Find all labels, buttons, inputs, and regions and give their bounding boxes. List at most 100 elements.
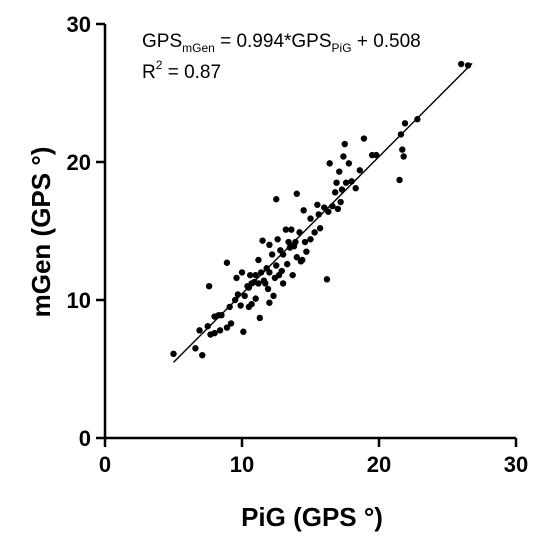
regression-equation: GPSmGen = 0.994*GPSPiG + 0.508 [142,31,421,55]
data-point [301,238,309,246]
data-point [356,167,364,174]
data-point [234,291,242,298]
data-point [399,146,406,153]
data-point [255,256,262,264]
x-tick-label: 30 [504,452,528,477]
equation-rhs: + 0.508 [352,31,421,52]
data-point [204,323,211,330]
data-point [211,329,218,337]
y-tick-label: 0 [79,426,91,451]
data-point [315,211,322,218]
r-squared-value: = 0.87 [162,62,221,83]
data-point [279,280,287,287]
data-point [238,269,246,276]
data-point [231,296,239,304]
data-point [247,271,254,279]
data-point [307,215,314,222]
data-point [248,300,255,308]
tick-marks [96,22,518,447]
data-point [400,153,407,160]
data-point [259,237,266,244]
data-point [278,267,285,275]
data-point [333,179,340,186]
data-point [464,62,472,69]
data-point [226,303,233,311]
data-point [331,189,339,196]
data-point [307,236,314,243]
data-point [196,327,203,334]
x-axis-label: PiG (GPS °) [241,502,383,532]
data-point [218,311,225,319]
data-point [268,251,276,258]
data-point [241,292,248,300]
data-point [337,198,344,206]
data-point [282,226,290,233]
data-point [255,280,262,287]
data-point [273,196,280,203]
x-tick-label: 0 [99,452,111,477]
data-point [345,160,353,167]
r-squared-superscript: 2 [156,58,163,72]
data-point [274,236,281,243]
data-point [266,269,273,276]
data-point [292,238,299,246]
data-point [414,116,421,123]
data-point [262,280,269,287]
data-point [270,292,277,300]
y-tick-label: 10 [67,288,91,313]
data-point [329,202,336,210]
data-point [396,176,403,184]
data-point [323,276,331,283]
data-point [264,285,272,293]
equation-lhs: GPS [142,31,182,52]
data-point [227,320,235,327]
data-point [340,153,347,160]
y-tick-label: 20 [67,150,91,175]
data-point [326,160,333,167]
data-point [325,208,332,215]
data-point [284,260,291,268]
data-point [240,328,247,335]
y-axis-label: mGen (GPS °) [26,147,56,318]
x-tick-label: 10 [230,452,254,477]
data-point [279,251,287,258]
data-point [205,283,213,290]
data-point [296,229,303,236]
data-point [257,269,265,276]
data-point [311,229,318,236]
r-squared: R2 = 0.87 [142,58,221,83]
data-point [256,314,264,322]
data-point [223,259,231,266]
data-point [397,131,405,138]
data-point [170,350,177,358]
data-point [458,60,465,68]
data-point [342,179,350,186]
data-point [300,207,307,214]
data-point [401,120,409,127]
axes [103,24,516,440]
data-point [266,241,273,248]
x-tick-label: 20 [367,452,391,477]
r-squared-prefix: R [142,62,156,83]
equation-middle: = 0.994*GPS [215,31,332,52]
data-point [352,185,359,192]
equation-lhs-subscript: mGen [182,41,215,55]
data-point [321,204,328,211]
data-point [341,140,348,148]
data-point [293,254,300,261]
data-point [338,186,346,193]
data-point [348,178,355,185]
data-point [360,135,368,142]
data-point [293,190,300,197]
data-point [252,295,259,302]
data-point [216,327,224,334]
data-point [373,151,380,159]
data-point [314,201,321,208]
data-point [289,271,296,279]
data-point [299,256,306,264]
data-point [303,248,310,255]
tick-labels: 0 10 20 30 0 10 20 30 [67,12,529,477]
data-points [170,60,472,359]
data-point [273,262,280,269]
